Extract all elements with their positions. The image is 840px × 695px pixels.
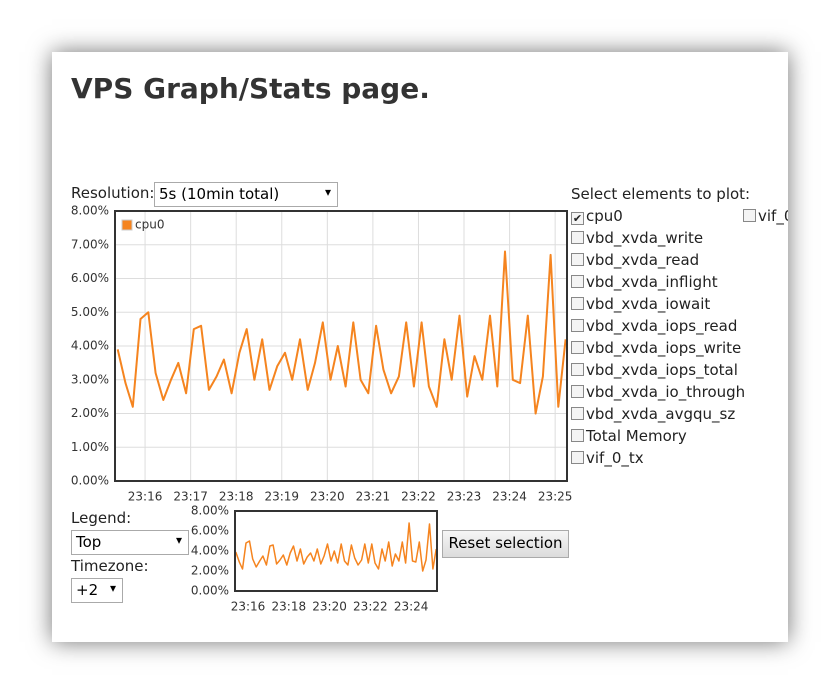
- legend-select[interactable]: Top: [71, 530, 189, 555]
- legend-label: Legend:: [71, 509, 132, 527]
- x-tick-label: 23:20: [310, 490, 345, 504]
- checkbox[interactable]: [571, 297, 584, 310]
- x-tick-label: 23:23: [447, 490, 482, 504]
- element-item[interactable]: ✔ cpu0: [571, 207, 623, 225]
- element-label: vbd_xvda_avgqu_sz: [586, 405, 736, 423]
- checkbox[interactable]: [571, 407, 584, 420]
- checkbox[interactable]: [571, 231, 584, 244]
- element-item[interactable]: vbd_xvda_io_through: [571, 383, 745, 401]
- y-tick-label: 7.00%: [71, 237, 109, 251]
- element-item[interactable]: Total Memory: [571, 427, 687, 445]
- page-title: VPS Graph/Stats page.: [71, 72, 430, 105]
- card: VPS Graph/Stats page. Resolution: 5s (10…: [52, 52, 788, 642]
- y-tick-label: 1.00%: [71, 440, 109, 454]
- x-tick-label: 23:16: [128, 490, 163, 504]
- element-item[interactable]: vbd_xvda_inflight: [571, 273, 718, 291]
- checkbox[interactable]: [743, 209, 756, 222]
- timezone-select[interactable]: +2: [71, 578, 123, 603]
- series-line: [116, 250, 567, 415]
- element-label: vbd_xvda_write: [586, 229, 704, 247]
- checkbox[interactable]: [571, 275, 584, 288]
- plot-border: [234, 510, 438, 592]
- y-tick-label: 2.00%: [71, 406, 109, 420]
- timezone-label: Timezone:: [71, 557, 149, 575]
- element-item[interactable]: vbd_xvda_iops_write: [571, 339, 741, 357]
- element-label: vbd_xvda_iops_read: [586, 317, 738, 335]
- legend-label: cpu0: [135, 218, 164, 232]
- element-item[interactable]: vbd_xvda_iops_total: [571, 361, 738, 379]
- resolution-select[interactable]: 5s (10min total): [154, 182, 338, 207]
- y-tick-label: 3.00%: [71, 372, 109, 386]
- checkbox[interactable]: [571, 429, 584, 442]
- plot-border: [114, 210, 568, 482]
- element-item[interactable]: vbd_xvda_write: [571, 229, 703, 247]
- x-tick-label: 23:21: [356, 490, 391, 504]
- x-tick-label: 23:24: [492, 490, 527, 504]
- element-item[interactable]: vbd_xvda_iops_read: [571, 317, 737, 335]
- checkbox[interactable]: [571, 363, 584, 376]
- element-label: vbd_xvda_iowait: [586, 295, 711, 313]
- y-tick-label: 0.00%: [191, 584, 229, 598]
- series-line: [235, 522, 437, 572]
- y-tick-label: 6.00%: [71, 271, 109, 285]
- resolution-label: Resolution:: [71, 184, 155, 202]
- element-label: vbd_xvda_read: [586, 251, 700, 269]
- x-tick-label: 23:16: [231, 600, 266, 614]
- elements-title: Select elements to plot:: [571, 185, 751, 203]
- element-label: vif_0_tx: [586, 449, 644, 467]
- y-tick-label: 5.00%: [71, 305, 109, 319]
- element-label: vbd_xvda_iops_write: [586, 339, 742, 357]
- charts: 0.00% 1.00% 2.00% 3.00% 4.00% 5.00% 6.00% 7.00%…: [71, 204, 573, 614]
- x-tick-label: 23:17: [173, 490, 208, 504]
- element-label: vbd_xvda_io_through: [586, 383, 746, 401]
- checkbox[interactable]: [571, 341, 584, 354]
- legend-swatch: [121, 219, 133, 231]
- x-tick-label: 23:20: [312, 600, 347, 614]
- x-tick-label: 23:22: [353, 600, 388, 614]
- y-tick-label: 0.00%: [71, 474, 109, 488]
- element-label: vif_0: [758, 207, 788, 225]
- reset-button[interactable]: Reset selection: [442, 530, 569, 558]
- element-item[interactable]: vif_0_tx: [571, 449, 644, 467]
- element-label: cpu0: [586, 207, 623, 225]
- y-tick-label: 8.00%: [191, 504, 229, 518]
- x-tick-label: 23:24: [394, 600, 429, 614]
- y-tick-label: 4.00%: [71, 339, 109, 353]
- checkbox[interactable]: ✔: [571, 212, 584, 225]
- element-item[interactable]: vbd_xvda_read: [571, 251, 699, 269]
- x-tick-label: 23:25: [538, 490, 573, 504]
- element-label: Total Memory: [586, 427, 687, 445]
- x-tick-label: 23:22: [401, 490, 436, 504]
- x-tick-label: 23:19: [264, 490, 299, 504]
- checkbox[interactable]: [571, 451, 584, 464]
- element-label: vbd_xvda_inflight: [586, 273, 718, 291]
- y-tick-label: 6.00%: [191, 524, 229, 538]
- element-item[interactable]: vbd_xvda_avgqu_sz: [571, 405, 735, 423]
- checkbox[interactable]: [571, 253, 584, 266]
- checkbox[interactable]: [571, 319, 584, 332]
- x-tick-label: 23:18: [219, 490, 254, 504]
- element-item[interactable]: vif_0: [743, 207, 788, 225]
- x-tick-label: 23:18: [272, 600, 307, 614]
- y-tick-label: 2.00%: [191, 564, 229, 578]
- y-tick-label: 8.00%: [71, 204, 109, 218]
- element-item[interactable]: vbd_xvda_iowait: [571, 295, 710, 313]
- element-label: vbd_xvda_iops_total: [586, 361, 738, 379]
- checkbox[interactable]: [571, 385, 584, 398]
- y-tick-label: 4.00%: [191, 544, 229, 558]
